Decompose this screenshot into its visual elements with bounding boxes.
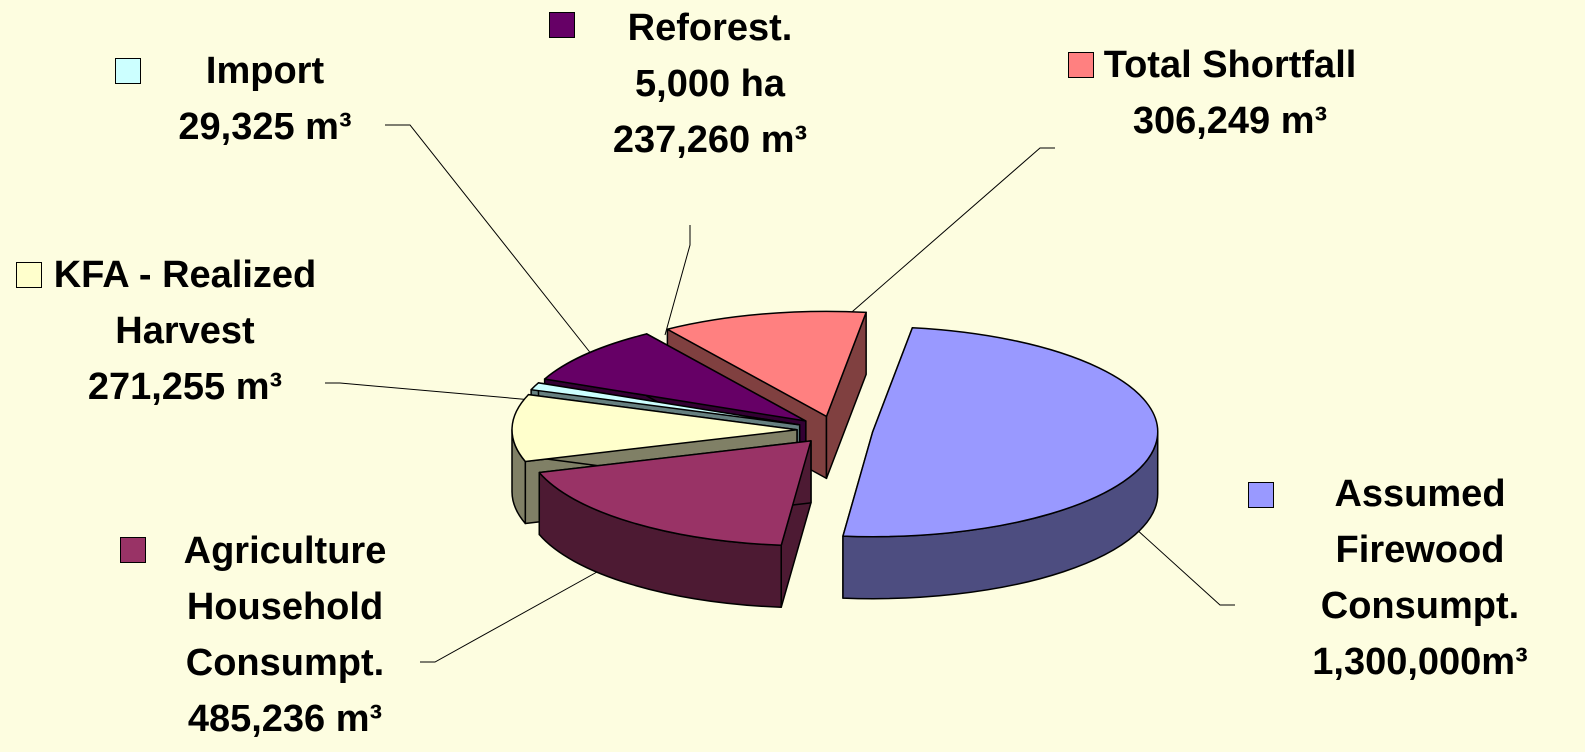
leader-line <box>325 382 556 403</box>
leader-line <box>664 225 691 336</box>
legend-swatch <box>549 12 575 38</box>
category-label: Assumed Firewood Consumpt. <box>1320 473 1520 627</box>
slice-label: Reforest. 5,000 ha 237,260 m³ <box>580 0 840 168</box>
category-label: Import <box>205 50 325 92</box>
leader-line <box>420 561 616 663</box>
slice-label: Assumed Firewood Consumpt. 1,300,000m³ <box>1275 466 1565 690</box>
leader-lines <box>325 124 1235 663</box>
legend-swatch <box>1068 52 1094 78</box>
legend-swatch <box>115 58 141 84</box>
slice-label: Agriculture Household Consumpt. 485,236 … <box>150 523 420 747</box>
leader-line <box>844 147 1055 319</box>
leader-line <box>1134 527 1235 606</box>
slice-label: KFA - Realized Harvest 271,255 m³ <box>50 247 320 415</box>
slice <box>842 326 1159 538</box>
slice <box>538 440 812 547</box>
slice <box>543 333 807 422</box>
slice-label: Import 29,325 m³ <box>150 43 380 155</box>
category-label: KFA - Realized Harvest <box>53 254 317 352</box>
category-label: Total Shortfall <box>1103 44 1357 86</box>
category-label: Agriculture Household Consumpt. <box>183 530 387 684</box>
value-label: 29,325 m³ <box>178 106 352 148</box>
slice <box>511 393 798 463</box>
legend-swatch <box>120 537 146 563</box>
value-label: 237,260 m³ <box>612 119 808 161</box>
slice-label: Total Shortfall 306,249 m³ <box>1100 37 1360 149</box>
leader-line <box>385 124 601 366</box>
category-label: Reforest. 5,000 ha <box>627 7 793 105</box>
legend-swatch <box>1248 482 1274 508</box>
legend-swatch <box>16 262 42 288</box>
pie <box>511 310 1159 609</box>
value-label: 306,249 m³ <box>1132 100 1328 142</box>
slice <box>530 382 801 426</box>
value-label: 485,236 m³ <box>187 698 383 740</box>
slice <box>666 310 867 418</box>
value-label: 1,300,000m³ <box>1312 641 1528 683</box>
value-label: 271,255 m³ <box>87 366 283 408</box>
